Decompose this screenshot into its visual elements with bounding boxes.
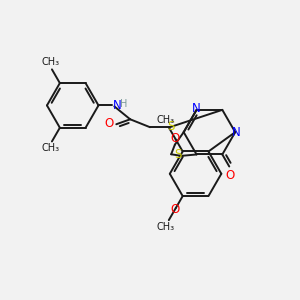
Text: CH₃: CH₃ [42,143,60,153]
Text: CH₃: CH₃ [157,116,175,125]
Text: CH₃: CH₃ [157,222,175,232]
Text: N: N [192,102,201,116]
Text: O: O [170,132,179,145]
Text: CH₃: CH₃ [42,57,60,68]
Text: O: O [104,117,113,130]
Text: O: O [170,202,179,216]
Text: H: H [120,99,128,110]
Text: S: S [174,148,182,161]
Text: O: O [226,169,235,182]
Text: S: S [167,120,175,133]
Text: N: N [232,126,241,139]
Text: N: N [113,99,122,112]
